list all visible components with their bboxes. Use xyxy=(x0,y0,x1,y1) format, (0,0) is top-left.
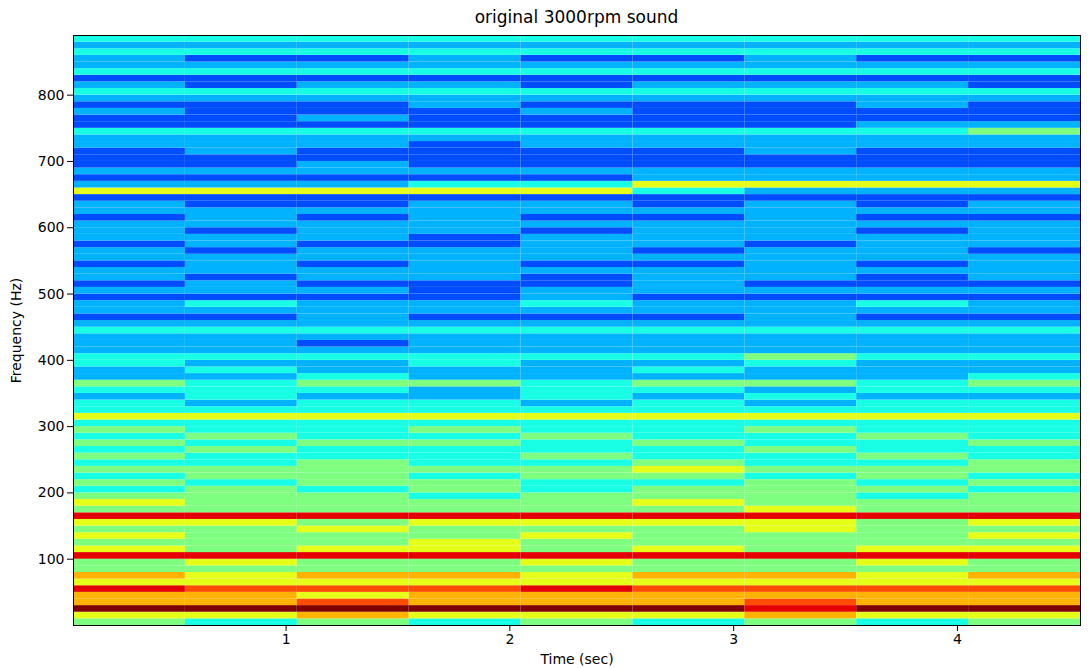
html-text:original 3000rpm sound: original 3000rpm sound xyxy=(474,7,679,27)
svg-text:800: 800 xyxy=(38,87,65,103)
svg-text:100: 100 xyxy=(38,551,65,567)
svg-text:500: 500 xyxy=(38,286,65,302)
svg-text:1: 1 xyxy=(282,631,291,647)
svg-text:2: 2 xyxy=(505,631,514,647)
svg-text:200: 200 xyxy=(38,484,65,500)
svg-text:3: 3 xyxy=(729,631,738,647)
svg-text:400: 400 xyxy=(38,352,65,368)
svg-text:300: 300 xyxy=(38,418,65,434)
svg-text:Time (sec): Time (sec) xyxy=(539,651,613,667)
svg-text:4: 4 xyxy=(953,631,962,647)
svg-text:700: 700 xyxy=(38,153,65,169)
svg-text:600: 600 xyxy=(38,219,65,235)
svg-text:Frequency (Hz): Frequency (Hz) xyxy=(8,278,24,384)
